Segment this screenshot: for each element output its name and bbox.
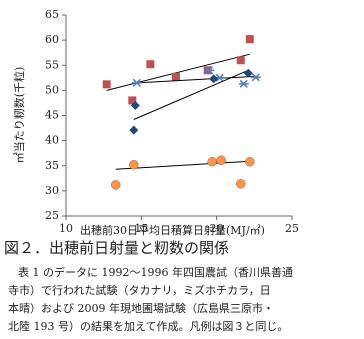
point	[209, 74, 219, 84]
y-tick-label: 30	[45, 184, 59, 197]
point	[131, 78, 142, 87]
point	[236, 179, 246, 189]
caption-line: 本晴）および 2009 年現地圃場試験（広島県三原市・	[8, 301, 274, 315]
caption-line: 寺市）で行われた試験（タカナリ，ミズホチカラ，日	[8, 283, 271, 297]
point	[128, 96, 137, 105]
point	[146, 60, 155, 69]
y-tick-label: 65	[45, 8, 59, 21]
point	[216, 155, 226, 165]
y-tick-label: 55	[45, 58, 59, 71]
x-tick-label: 20	[210, 222, 224, 235]
point	[250, 73, 261, 82]
point	[171, 72, 180, 81]
point	[207, 156, 217, 167]
trend-line	[133, 69, 249, 120]
trend-line	[136, 75, 256, 84]
point	[130, 100, 140, 110]
y-tick-label: 40	[45, 134, 59, 147]
y-axis-label: ㎡当たり籾数(千粒)	[12, 67, 26, 164]
y-tick-label: 50	[45, 83, 59, 96]
point	[243, 68, 253, 78]
x-tick-label: 15	[134, 222, 148, 235]
point	[245, 35, 254, 44]
caption-line: 北陸 193 号）の結果を加えて作成。凡例は図３と同じ。	[8, 319, 288, 333]
x-axis-label: 出穂前30日平均日積算日射量(MJ/㎡)	[80, 223, 265, 237]
point	[245, 156, 255, 167]
point	[204, 66, 215, 75]
point	[129, 159, 139, 170]
x-tick-label: 25	[285, 222, 299, 235]
point	[236, 56, 245, 65]
point	[102, 80, 111, 89]
point	[110, 180, 121, 190]
y-tick-label: 45	[45, 109, 59, 122]
point	[238, 79, 249, 88]
x-tick-label: 10	[59, 222, 73, 235]
trend-line	[115, 160, 250, 170]
y-tick-label: 25	[45, 209, 59, 222]
y-tick-label: 35	[45, 159, 59, 172]
caption-title: 図２．出穂前日射量と籾数の関係	[4, 239, 229, 257]
caption-line: 表 1 のデータに 1992～1996 年四国農試（香川県善通	[18, 265, 293, 279]
y-tick-label: 60	[45, 33, 59, 46]
point	[129, 125, 139, 135]
trend-line	[106, 53, 250, 91]
